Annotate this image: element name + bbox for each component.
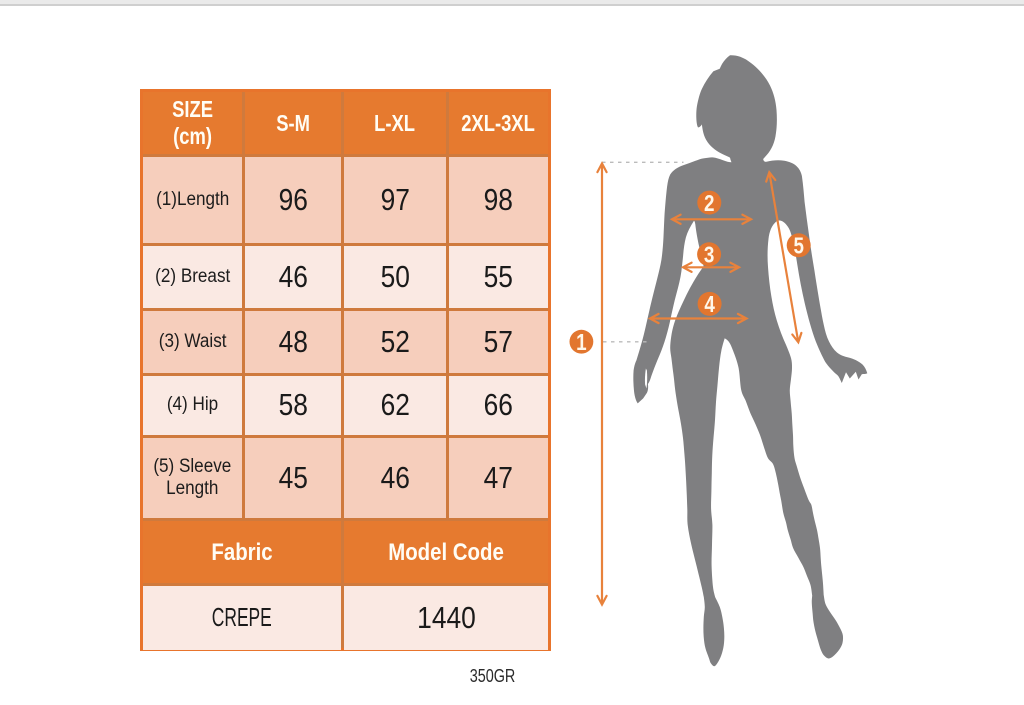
- svg-text:4: 4: [704, 293, 715, 318]
- svg-text:2: 2: [704, 191, 714, 216]
- svg-text:5: 5: [793, 234, 804, 259]
- svg-text:3: 3: [704, 243, 714, 268]
- svg-text:1: 1: [576, 330, 587, 355]
